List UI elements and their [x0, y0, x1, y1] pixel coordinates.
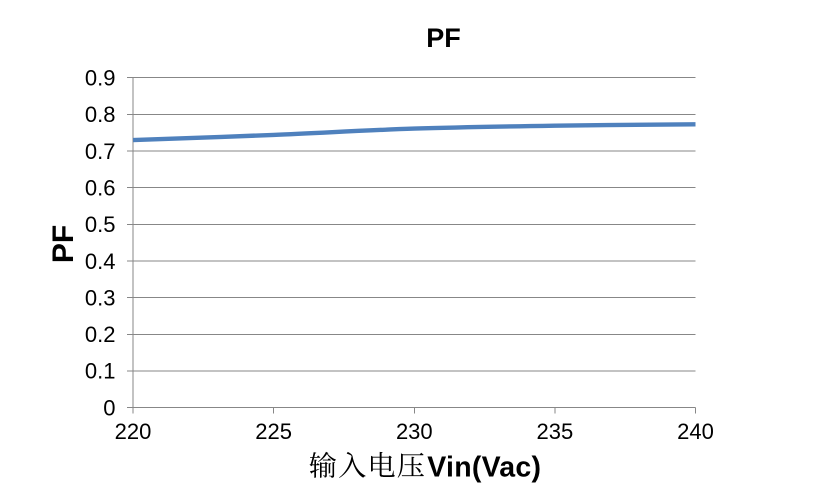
svg-text:220: 220	[115, 419, 152, 444]
svg-text:0.1: 0.1	[85, 359, 116, 384]
svg-text:0.4: 0.4	[85, 249, 116, 274]
svg-text:225: 225	[255, 419, 292, 444]
svg-text:PF: PF	[47, 225, 80, 263]
svg-text:240: 240	[677, 419, 714, 444]
svg-text:0.9: 0.9	[85, 66, 116, 91]
svg-text:0.2: 0.2	[85, 322, 116, 347]
svg-text:235: 235	[537, 419, 574, 444]
svg-text:230: 230	[396, 419, 433, 444]
svg-text:0.7: 0.7	[85, 139, 116, 164]
svg-text:0: 0	[103, 395, 115, 420]
svg-text:0.6: 0.6	[85, 176, 116, 201]
svg-text:Vin(Vac): Vin(Vac)	[427, 452, 541, 484]
svg-text:0.8: 0.8	[85, 102, 116, 127]
svg-text:0.5: 0.5	[85, 212, 116, 237]
svg-text:PF: PF	[426, 23, 461, 53]
svg-text:0.3: 0.3	[85, 285, 116, 310]
